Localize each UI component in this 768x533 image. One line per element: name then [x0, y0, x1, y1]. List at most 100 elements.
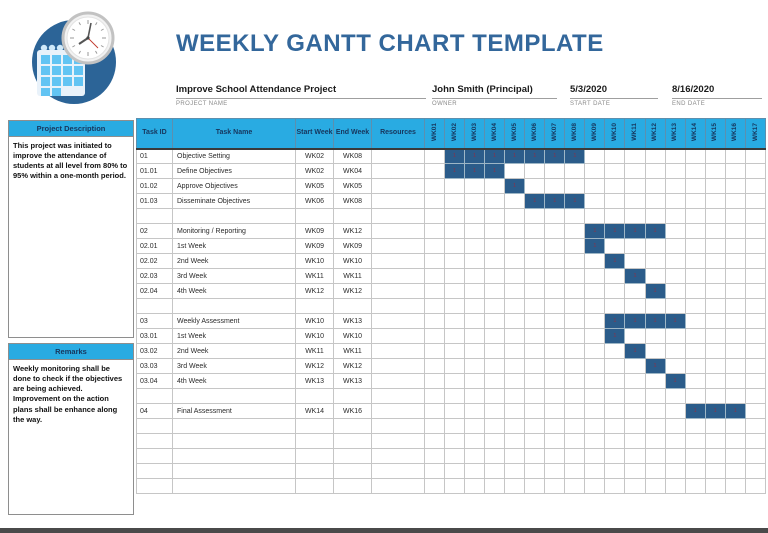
gantt-table: Task ID Task Name Start Week End Week Re…	[136, 118, 767, 494]
task-id-cell: 02.04	[136, 283, 173, 299]
week-header-wk13: WK13	[664, 118, 686, 149]
gantt-cell	[724, 448, 746, 464]
gantt-cell	[724, 163, 746, 179]
gantt-cell-filled: 1	[624, 268, 646, 284]
task-id-cell: 01	[136, 148, 173, 164]
gantt-cell	[524, 268, 546, 284]
gantt-cell	[744, 298, 767, 314]
gantt-cell	[524, 238, 546, 254]
task-row: 02.04 4th Week WK12 WK12 1	[136, 283, 767, 299]
task-row	[136, 433, 767, 449]
week-header-wk07: WK07	[544, 118, 566, 149]
gantt-cell	[684, 448, 706, 464]
gantt-cell	[684, 418, 706, 434]
gantt-cell-filled: 1	[664, 373, 686, 389]
gantt-cell	[484, 418, 506, 434]
gantt-cell	[524, 433, 546, 449]
gantt-cell	[504, 163, 526, 179]
end-week-cell: WK09	[333, 238, 372, 254]
gantt-cell	[504, 268, 526, 284]
gantt-cell	[524, 463, 546, 479]
gantt-cell	[604, 298, 626, 314]
gantt-cell	[704, 178, 726, 194]
task-name-cell: 2nd Week	[172, 343, 296, 359]
gantt-cell	[664, 388, 686, 404]
col-header-end-week: End Week	[333, 118, 372, 149]
gantt-cell	[744, 253, 767, 269]
gantt-cell	[423, 298, 446, 314]
task-id-cell	[136, 433, 173, 449]
end-date-label: END DATE	[672, 101, 706, 107]
gantt-cell	[584, 343, 606, 359]
gantt-cell	[423, 163, 446, 179]
gantt-cell	[564, 328, 586, 344]
gantt-cell	[564, 178, 586, 194]
gantt-cell-filled: 1	[644, 358, 666, 374]
gantt-cell	[624, 478, 646, 494]
gantt-cell	[744, 313, 767, 329]
gantt-cell	[644, 388, 666, 404]
gantt-cell	[464, 343, 486, 359]
owner-field: John Smith (Principal) OWNER	[432, 84, 557, 107]
gantt-cell	[664, 448, 686, 464]
gantt-cell	[624, 463, 646, 479]
gantt-cell	[704, 433, 726, 449]
gantt-cell	[684, 328, 706, 344]
gantt-cell	[664, 208, 686, 224]
gantt-cell	[484, 463, 506, 479]
gantt-cell	[444, 208, 466, 224]
gantt-cell	[604, 343, 626, 359]
gantt-cell	[724, 433, 746, 449]
end-week-cell	[333, 463, 372, 479]
gantt-cell	[544, 433, 566, 449]
gantt-cell	[604, 268, 626, 284]
gantt-cell	[444, 328, 466, 344]
task-row: 02.03 3rd Week WK11 WK11 1	[136, 268, 767, 284]
gantt-cell	[544, 388, 566, 404]
start-week-cell	[295, 388, 334, 404]
gantt-cell	[584, 163, 606, 179]
gantt-cell	[484, 358, 506, 374]
task-id-cell: 04	[136, 403, 173, 419]
gantt-cell	[664, 178, 686, 194]
gantt-cell	[524, 298, 546, 314]
gantt-cell	[423, 403, 446, 419]
gantt-cell	[524, 478, 546, 494]
project-description-title: Project Description	[9, 121, 133, 137]
resources-cell	[371, 298, 425, 314]
gantt-cell	[484, 343, 506, 359]
resources-cell	[371, 193, 425, 209]
gantt-cell	[504, 433, 526, 449]
gantt-cell	[584, 148, 606, 164]
gantt-cell	[564, 283, 586, 299]
gantt-cell	[604, 418, 626, 434]
gantt-cell	[664, 193, 686, 209]
task-id-cell: 02	[136, 223, 173, 239]
end-week-cell: WK12	[333, 223, 372, 239]
task-row: 01.03 Disseminate Objectives WK06 WK08 1 1 1	[136, 193, 767, 209]
gantt-cell	[664, 238, 686, 254]
start-week-cell	[295, 298, 334, 314]
task-id-cell	[136, 478, 173, 494]
gantt-cell	[664, 253, 686, 269]
gantt-cell	[604, 403, 626, 419]
gantt-cell	[564, 223, 586, 239]
task-id-cell	[136, 418, 173, 434]
gantt-cell-filled: 1	[444, 163, 466, 179]
task-row	[136, 448, 767, 464]
gantt-cell	[564, 163, 586, 179]
gantt-cell	[524, 163, 546, 179]
week-header-wk08: WK08	[564, 118, 586, 149]
gantt-cell-filled: 1	[604, 328, 626, 344]
gantt-cell	[504, 253, 526, 269]
gantt-table-body: 01 Objective Setting WK02 WK08 1 1 1 1 1 1 1 01.01 D…	[136, 148, 767, 494]
gantt-cell	[444, 403, 466, 419]
gantt-cell	[584, 373, 606, 389]
task-name-cell	[172, 448, 296, 464]
gantt-cell	[564, 448, 586, 464]
task-name-cell: Approve Objectives	[172, 178, 296, 194]
gantt-cell	[524, 253, 546, 269]
task-row: 01.02 Approve Objectives WK05 WK05 1	[136, 178, 767, 194]
task-name-cell: 3rd Week	[172, 268, 296, 284]
gantt-cell	[564, 253, 586, 269]
